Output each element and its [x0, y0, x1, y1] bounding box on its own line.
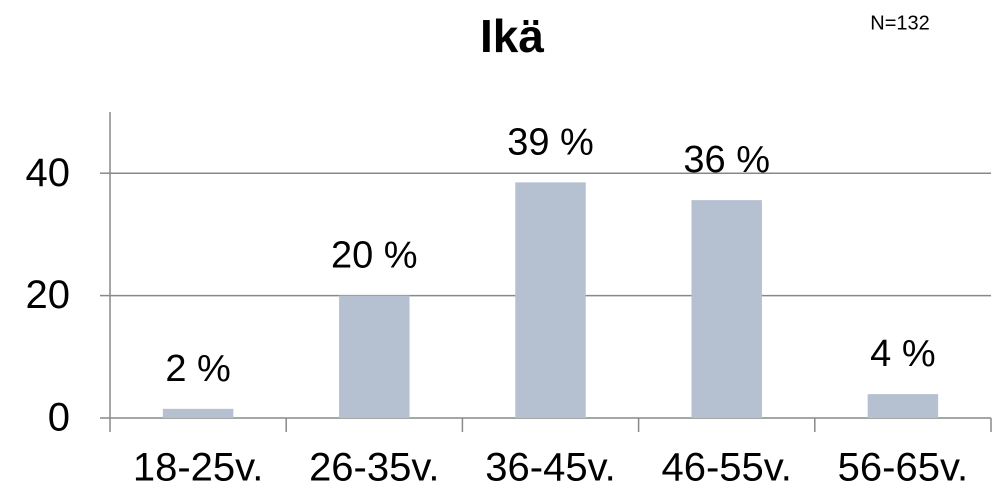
bar	[162, 408, 234, 418]
x-tick-label: 18-25v.	[133, 446, 263, 490]
value-label: 2 %	[165, 348, 230, 390]
value-label: 20 %	[331, 235, 418, 277]
annotation: N=132	[870, 12, 930, 34]
x-tick-label: 46-55v.	[661, 446, 791, 490]
x-tick-label: 36-45v.	[485, 446, 615, 490]
bar	[691, 200, 762, 418]
x-tick-label: 56-65v.	[838, 446, 968, 490]
x-tick-label: 26-35v.	[309, 446, 439, 490]
bar	[515, 182, 586, 418]
chart-title: Ikä	[480, 10, 544, 62]
value-label: 4 %	[870, 333, 935, 375]
y-tick-label: 20	[26, 273, 71, 317]
value-label: 39 %	[507, 121, 594, 163]
bar	[867, 394, 939, 418]
y-tick-label: 0	[48, 396, 70, 440]
y-tick-label: 40	[26, 151, 71, 195]
bar	[339, 295, 410, 418]
value-label: 36 %	[683, 139, 770, 181]
